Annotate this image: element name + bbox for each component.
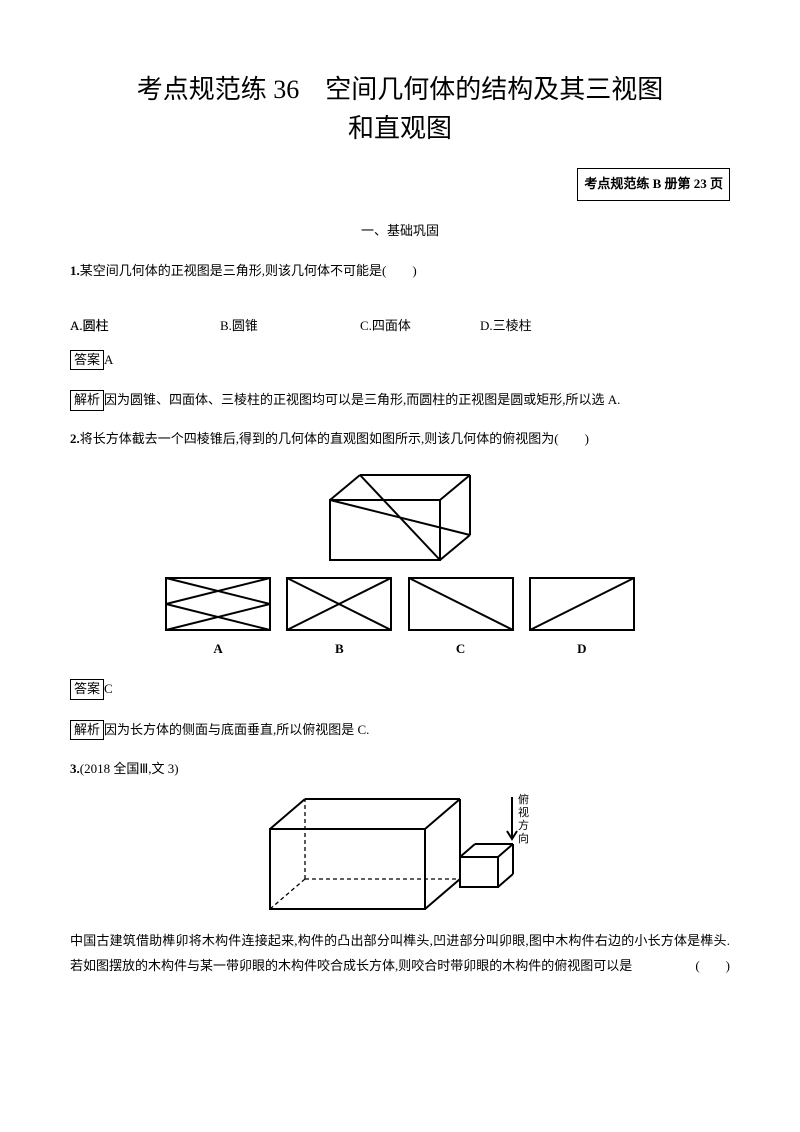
analysis-label-box: 解析 xyxy=(70,390,104,410)
q2-analysis-row: 解析因为长方体的侧面与底面垂直,所以俯视图是 C. xyxy=(70,716,730,745)
q2-stem: 2.将长方体截去一个四棱锥后,得到的几何体的直观图如图所示,则该几何体的俯视图为… xyxy=(70,427,730,452)
arrow-label-3: 方 xyxy=(518,818,529,832)
arrow-label-4: 向 xyxy=(518,831,529,845)
opt-c-letter: C xyxy=(406,635,516,664)
q1-option-a: A.圆柱 xyxy=(70,312,109,341)
q1-text: 某空间几何体的正视图是三角形,则该几何体不可能是( ) xyxy=(80,263,417,278)
q2-opt-a-cell: A xyxy=(163,575,273,664)
mortise-tenon-diagram-icon: 俯 视 方 向 xyxy=(260,789,540,919)
opt-a-letter: A xyxy=(163,635,273,664)
q3-body: 中国古建筑借助榫卯将木构件连接起来,构件的凸出部分叫榫头,凹进部分叫卯眼,图中木… xyxy=(70,929,730,978)
q2-analysis-text: 因为长方体的侧面与底面垂直,所以俯视图是 C. xyxy=(104,722,369,737)
page-ref-row: 考点规范练 B 册第 23 页 xyxy=(70,168,730,201)
q2-text: 将长方体截去一个四棱锥后,得到的几何体的直观图如图所示,则该几何体的俯视图为( … xyxy=(80,431,589,446)
q2-opt-b-cell: B xyxy=(284,575,394,664)
q1-answer-row: 答案A xyxy=(70,346,730,375)
answer-label-box-2: 答案 xyxy=(70,679,104,699)
q2-answer-value: C xyxy=(104,681,113,696)
q2-opt-d-cell: D xyxy=(527,575,637,664)
analysis-label-box-2: 解析 xyxy=(70,720,104,740)
q3-source: (2018 全国Ⅲ,文 3) xyxy=(80,761,179,776)
q3-body-text: 中国古建筑借助榫卯将木构件连接起来,构件的凸出部分叫榫头,凹进部分叫卯眼,图中木… xyxy=(70,933,730,973)
arrow-label-1: 俯 xyxy=(518,792,529,806)
page-title: 考点规范练 36 空间几何体的结构及其三视图 和直观图 xyxy=(70,70,730,148)
option-a-rect-icon xyxy=(163,575,273,633)
q1-option-b: B.圆锥 xyxy=(220,312,258,341)
q2-opt-c-cell: C xyxy=(406,575,516,664)
opt-b-letter: B xyxy=(284,635,394,664)
q2-option-figures: A B C D xyxy=(70,575,730,664)
q2-figure xyxy=(70,470,730,565)
q1-answer-value: A xyxy=(104,352,113,367)
option-d-rect-icon xyxy=(527,575,637,633)
cuboid-cut-diagram-icon xyxy=(320,470,480,565)
q1-number: 1. xyxy=(70,263,80,278)
q1-option-c: C.四面体 xyxy=(360,312,411,341)
q1-analysis-text: 因为圆锥、四面体、三棱柱的正视图均可以是三角形,而圆柱的正视图是圆或矩形,所以选… xyxy=(104,392,620,407)
answer-label-box: 答案 xyxy=(70,350,104,370)
title-line-1: 考点规范练 36 空间几何体的结构及其三视图 xyxy=(137,75,664,104)
q2-number: 2. xyxy=(70,431,80,446)
option-c-rect-icon xyxy=(406,575,516,633)
title-line-2: 和直观图 xyxy=(348,114,452,143)
q1-option-d: D.三棱柱 xyxy=(480,312,532,341)
q3-stem: 3.(2018 全国Ⅲ,文 3) xyxy=(70,757,730,782)
q3-figure: 俯 视 方 向 xyxy=(70,789,730,919)
page-ref-box: 考点规范练 B 册第 23 页 xyxy=(577,168,730,201)
arrow-label-2: 视 xyxy=(518,805,529,819)
q2-answer-row: 答案C xyxy=(70,675,730,704)
opt-d-letter: D xyxy=(527,635,637,664)
q1-analysis-row: 解析因为圆锥、四面体、三棱柱的正视图均可以是三角形,而圆柱的正视图是圆或矩形,所… xyxy=(70,386,730,415)
q1-options: A.圆柱 A.圆柱 B.圆锥 C.四面体 D.三棱柱 xyxy=(70,312,730,332)
q1-stem: 1.某空间几何体的正视图是三角形,则该几何体不可能是( ) xyxy=(70,259,730,284)
q3-paren: ( ) xyxy=(695,954,730,979)
q3-number: 3. xyxy=(70,761,80,776)
section-header: 一、基础巩固 xyxy=(70,217,730,246)
option-b-rect-icon xyxy=(284,575,394,633)
